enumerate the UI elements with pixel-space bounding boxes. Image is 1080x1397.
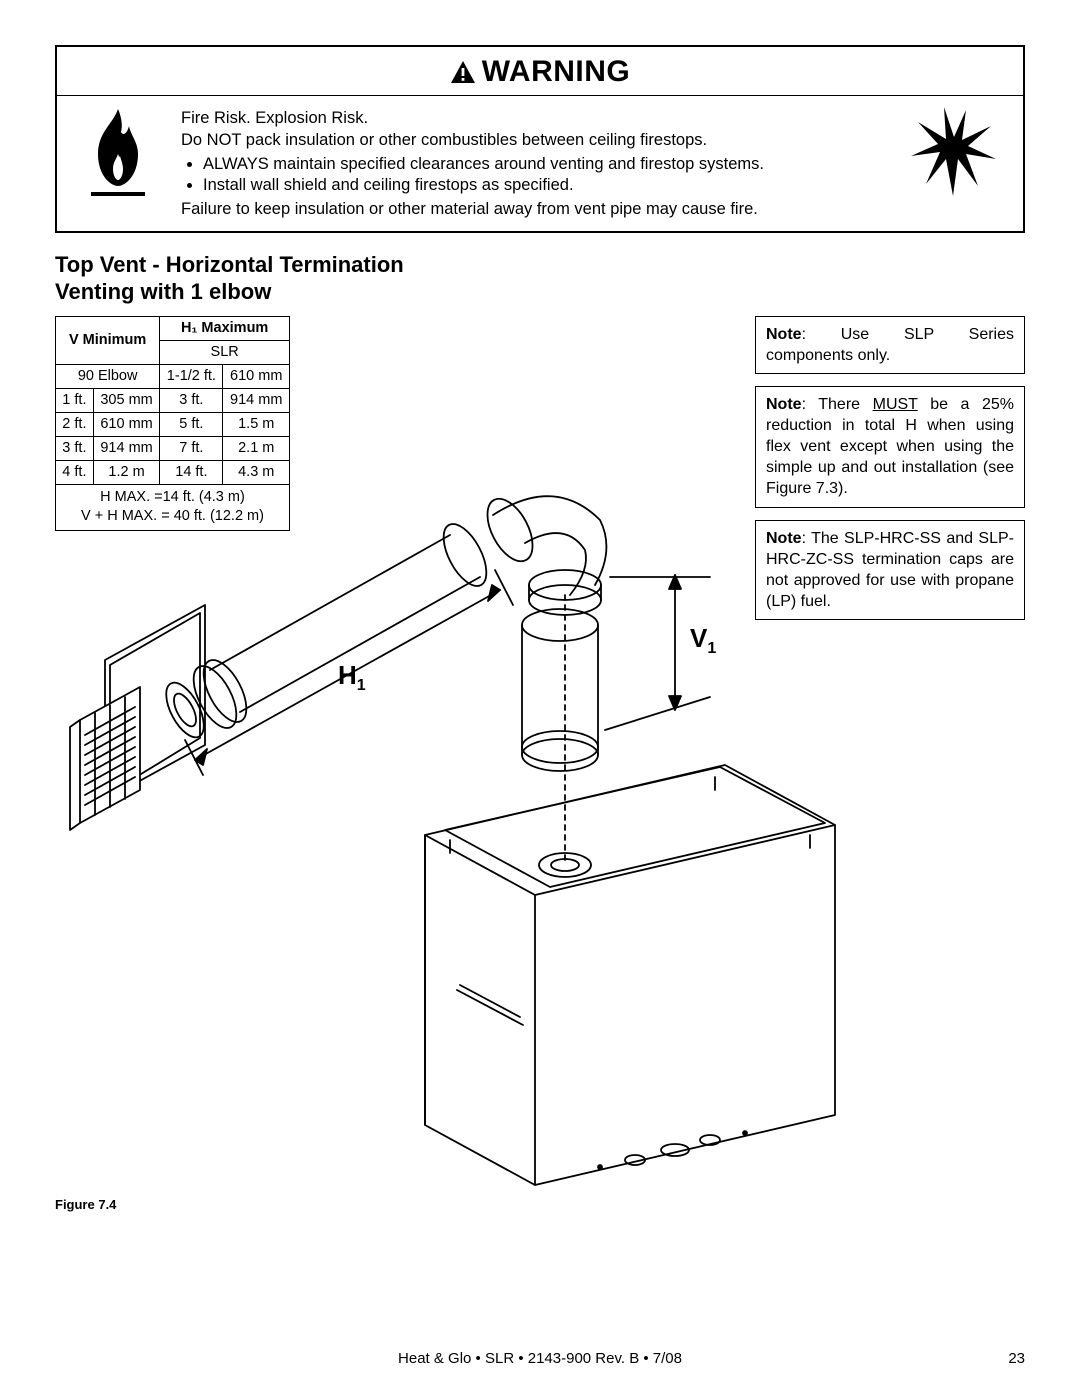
diagram-svg (55, 495, 1025, 1195)
td: 610 mm (93, 412, 159, 436)
page-footer: Heat & Glo • SLR • 2143-900 Rev. B • 7/0… (0, 1350, 1080, 1367)
td: 914 mm (223, 388, 290, 412)
table-row: 4 ft. 1.2 m 14 ft. 4.3 m (56, 460, 290, 484)
table-row: 2 ft. 610 mm 5 ft. 1.5 m (56, 412, 290, 436)
td: 5 ft. (160, 412, 223, 436)
table-row: V Minimum H₁ Maximum (56, 316, 290, 340)
figure-label: Figure 7.4 (55, 1197, 116, 1212)
warning-box: WARNING Fire Risk. Explosion Risk. Do NO… (55, 45, 1025, 233)
th-vmin: V Minimum (56, 316, 160, 364)
warning-bullet1: ALWAYS maintain specified clearances aro… (203, 154, 885, 176)
explosion-icon (906, 104, 1001, 199)
td: 2 ft. (56, 412, 94, 436)
section-title-l2: Venting with 1 elbow (55, 278, 1025, 306)
th-hmax: H₁ Maximum (160, 316, 290, 340)
td: 90 Elbow (56, 364, 160, 388)
note-text: : There (802, 396, 873, 413)
warning-header: WARNING (57, 47, 1023, 96)
section-title-l1: Top Vent - Horizontal Termination (55, 251, 1025, 279)
warning-body: Fire Risk. Explosion Risk. Do NOT pack i… (57, 96, 1023, 231)
venting-diagram: H1 V1 (55, 495, 1025, 1195)
td: 914 mm (93, 436, 159, 460)
td: 305 mm (93, 388, 159, 412)
table-row: 1 ft. 305 mm 3 ft. 914 mm (56, 388, 290, 412)
v-sub: 1 (707, 640, 716, 657)
td: 3 ft. (160, 388, 223, 412)
td-slr: SLR (160, 340, 290, 364)
td: 610 mm (223, 364, 290, 388)
note-underline: MUST (873, 396, 918, 413)
note-box-2: Note: There MUST be a 25% reduction in t… (755, 386, 1025, 508)
warning-text: Fire Risk. Explosion Risk. Do NOT pack i… (173, 104, 893, 221)
td: 1-1/2 ft. (160, 364, 223, 388)
td: 14 ft. (160, 460, 223, 484)
v1-label: V1 (690, 623, 716, 658)
td: 2.1 m (223, 436, 290, 460)
page-number: 23 (1008, 1350, 1025, 1367)
h-label-text: H (338, 660, 357, 690)
td: 4 ft. (56, 460, 94, 484)
td: 1.5 m (223, 412, 290, 436)
td: 1.2 m (93, 460, 159, 484)
note-bold: Note (766, 326, 802, 343)
warning-title: WARNING (482, 55, 631, 88)
h-sub: 1 (357, 677, 366, 694)
explosion-icon-box (893, 104, 1013, 199)
note-bold: Note (766, 396, 802, 413)
warning-line1: Fire Risk. Explosion Risk. (181, 108, 885, 130)
td: 4.3 m (223, 460, 290, 484)
table-row: 90 Elbow 1-1/2 ft. 610 mm (56, 364, 290, 388)
flame-icon-box (63, 104, 173, 204)
warning-triangle-icon (450, 60, 476, 84)
warning-line2: Do NOT pack insulation or other combusti… (181, 130, 885, 152)
table-row: 3 ft. 914 mm 7 ft. 2.1 m (56, 436, 290, 460)
note-text: : Use SLP Series components only. (766, 326, 1014, 364)
td: 3 ft. (56, 436, 94, 460)
td: 1 ft. (56, 388, 94, 412)
note-box-1: Note: Use SLP Series components only. (755, 316, 1025, 374)
td: 7 ft. (160, 436, 223, 460)
warning-bullet2: Install wall shield and ceiling firestop… (203, 175, 885, 197)
h1-label: H1 (338, 660, 366, 695)
v-label-text: V (690, 623, 707, 653)
warning-line3: Failure to keep insulation or other mate… (181, 199, 885, 221)
warning-bullets: ALWAYS maintain specified clearances aro… (203, 154, 885, 198)
section-title: Top Vent - Horizontal Termination Ventin… (55, 251, 1025, 306)
flame-icon (73, 104, 163, 204)
